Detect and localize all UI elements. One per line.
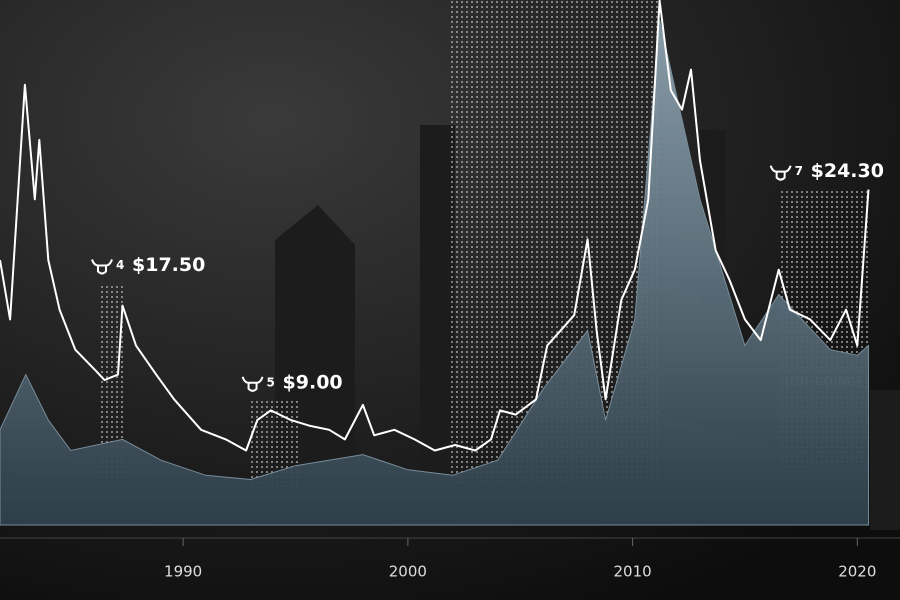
x-tick-label: 2000 (389, 563, 427, 581)
x-tick-label: 1990 (164, 563, 202, 581)
skyline (275, 125, 900, 530)
bull-run-number: 4 (116, 258, 124, 272)
bull-icon (241, 376, 264, 392)
bull-icon (91, 259, 113, 275)
price-line (0, 0, 870, 452)
bull-run-number: 5 (267, 375, 275, 389)
bull-run-price: $24.30 (811, 160, 884, 182)
bull-run-price: $9.00 (283, 371, 343, 393)
x-tick-label: 2010 (613, 563, 651, 581)
bull-run-price: $17.50 (132, 254, 205, 276)
x-tick-label: 2020 (838, 563, 876, 581)
bull-run-number: 7 (795, 164, 803, 178)
bull-icon (769, 165, 792, 181)
